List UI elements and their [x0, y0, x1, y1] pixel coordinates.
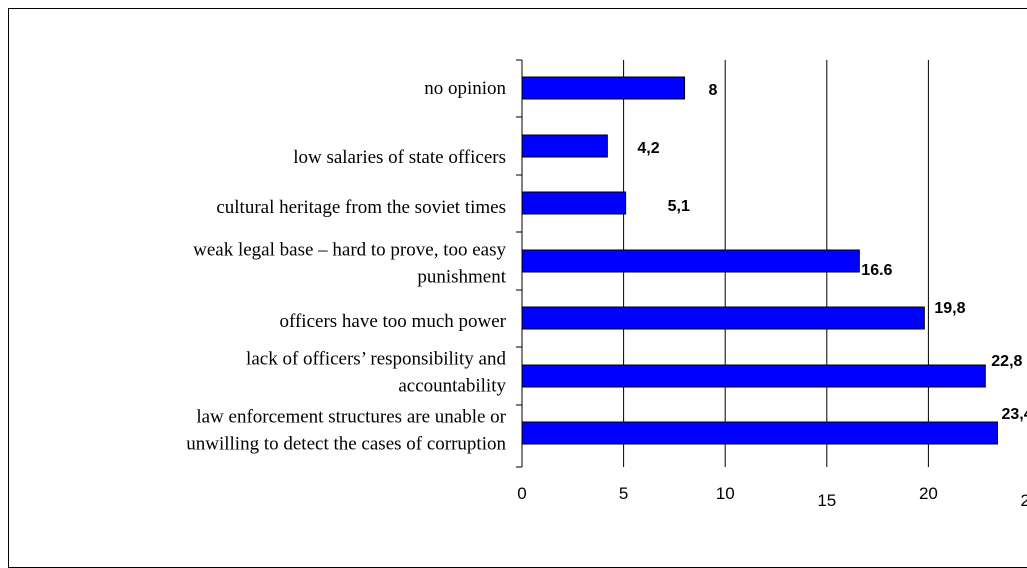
category-label-2: low salaries of state officers	[293, 147, 506, 168]
data-label-5: 19,8	[934, 300, 965, 317]
category-label-1: no opinion	[424, 78, 506, 99]
x-tick-label-0: 0	[517, 484, 526, 503]
data-label-3: 5,1	[668, 198, 690, 215]
data-label-4: 16.6	[861, 262, 892, 279]
category-label-3: cultural heritage from the soviet times	[216, 197, 506, 218]
bars	[521, 76, 998, 445]
category-label-4: weak legal base – hard to prove, too eas…	[193, 240, 507, 288]
category-label-6: lack of officers’ responsibility and acco…	[246, 349, 506, 397]
bar-3	[521, 191, 627, 215]
x-tick-label-5: 5	[619, 484, 628, 503]
bar-1	[521, 76, 686, 100]
bar-chart: no opinion low salaries of state officers…	[186, 59, 1027, 510]
x-tick-label-20: 20	[919, 484, 938, 503]
data-labels: 8 4,2 5,1 16.6 19,8 22,8 23,4	[637, 82, 1027, 423]
bar-6	[521, 364, 986, 388]
data-label-2: 4,2	[637, 140, 659, 157]
x-tick-label-15: 15	[817, 491, 836, 510]
data-label-1: 8	[709, 82, 718, 99]
category-labels: no opinion low salaries of state officers…	[186, 78, 506, 455]
bar-4	[521, 249, 860, 273]
bar-5	[521, 306, 925, 330]
x-tick-label-10: 10	[716, 484, 735, 503]
bar-2	[521, 134, 608, 158]
category-label-5: officers have too much power	[279, 311, 506, 332]
x-tick-labels: 0 5 10 15 20 25	[517, 484, 1027, 510]
category-label-7: law enforcement structures are unable or…	[186, 407, 506, 455]
x-tick-label-25: 25	[1021, 491, 1027, 510]
data-label-6: 22,8	[991, 353, 1022, 370]
axes	[516, 59, 523, 468]
bar-7	[521, 421, 998, 445]
data-label-7: 23,4	[1001, 406, 1027, 423]
